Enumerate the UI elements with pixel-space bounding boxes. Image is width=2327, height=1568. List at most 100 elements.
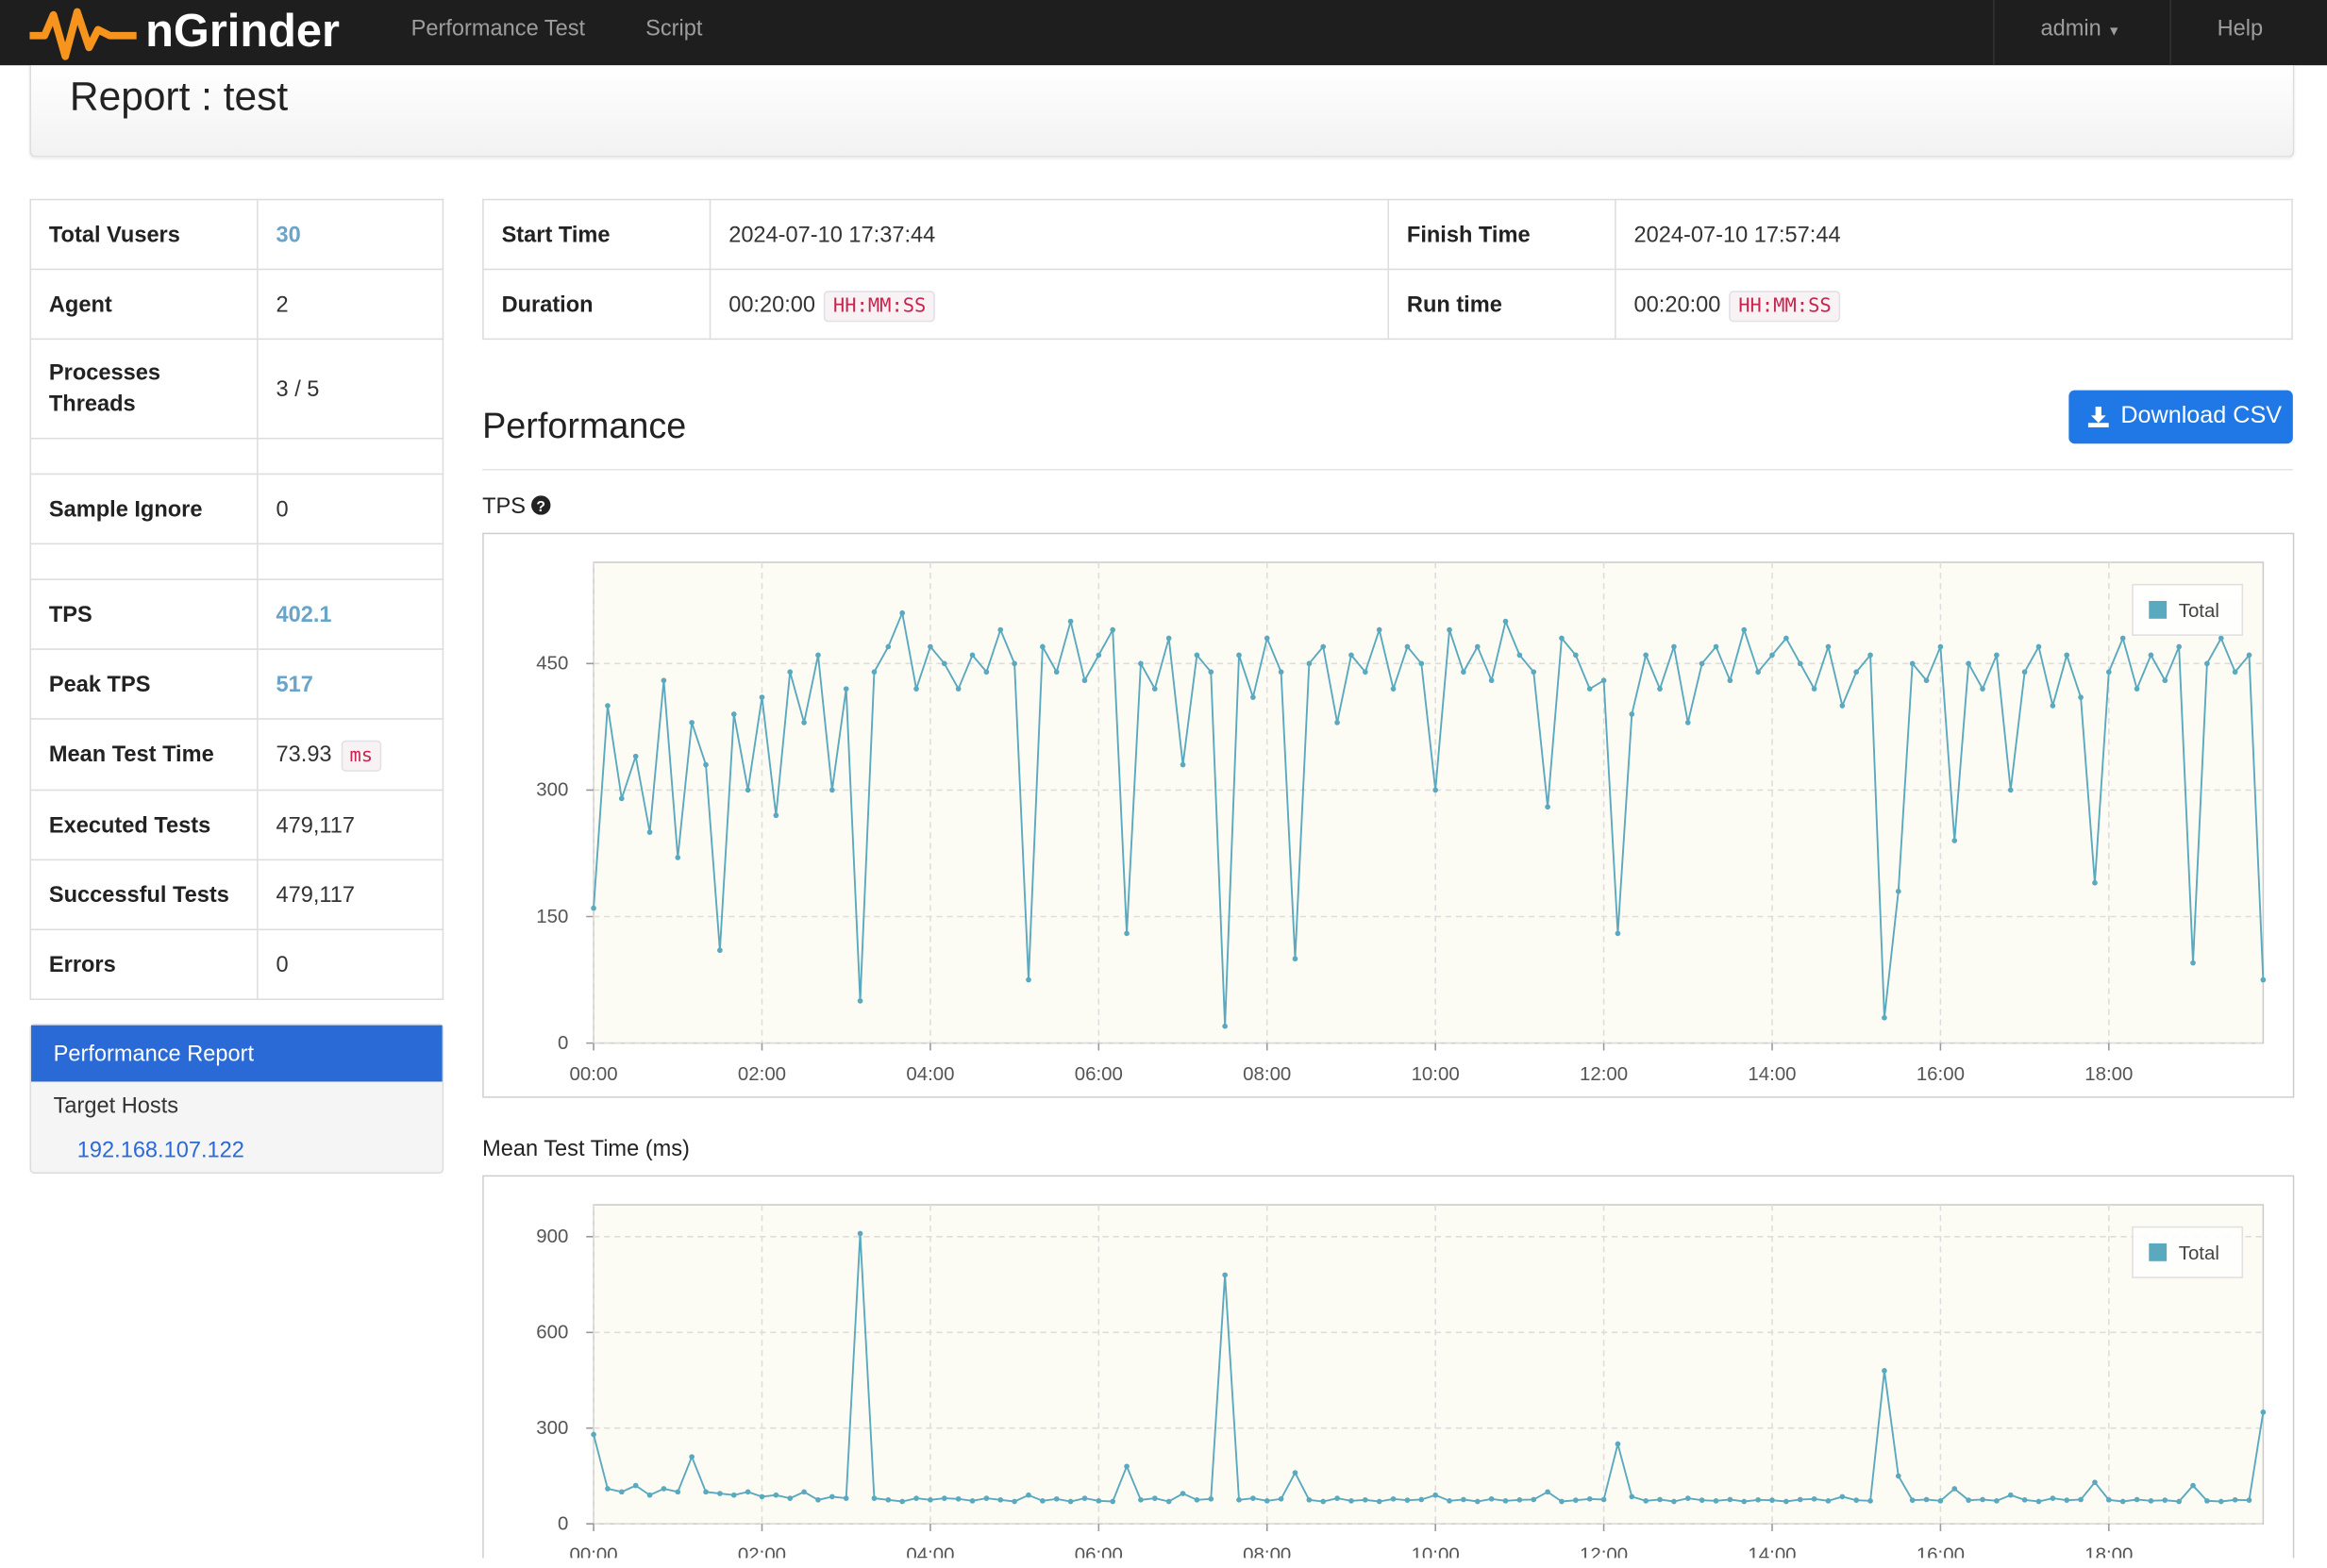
- data-point: [2218, 1498, 2224, 1505]
- data-point: [857, 998, 863, 1004]
- label: Start Time: [482, 198, 711, 271]
- data-point: [2078, 1496, 2084, 1503]
- data-point: [1376, 1498, 1382, 1505]
- data-point: [1895, 1473, 1901, 1479]
- data-point: [928, 643, 933, 650]
- side-menu: Performance Report Target Hosts 192.168.…: [29, 1024, 444, 1175]
- data-point: [2148, 1497, 2154, 1504]
- data-point: [1222, 1272, 1228, 1278]
- data-point: [1292, 1470, 1298, 1476]
- divider: [482, 468, 2293, 471]
- spacer: [257, 437, 444, 475]
- nav-link[interactable]: Script: [645, 16, 703, 42]
- data-point: [1882, 1014, 1887, 1021]
- data-point: [871, 669, 878, 676]
- spacer: [29, 437, 259, 475]
- help-link[interactable]: Help: [2217, 16, 2264, 42]
- data-point: [2134, 1496, 2140, 1503]
- data-point: [787, 1495, 794, 1501]
- data-point: [955, 1495, 962, 1502]
- data-point: [1096, 1497, 1102, 1504]
- help-icon[interactable]: ?: [531, 495, 552, 515]
- data-point: [983, 669, 990, 676]
- unit: ms: [341, 740, 382, 772]
- data-point: [591, 905, 596, 911]
- data-point: [689, 720, 695, 726]
- data-point: [1699, 1497, 1705, 1503]
- data-point: [2232, 1496, 2238, 1503]
- user-menu[interactable]: admin ▼: [2040, 16, 2120, 42]
- label: Total Vusers: [29, 198, 259, 271]
- data-point: [661, 1486, 667, 1492]
- data-point: [2260, 1409, 2267, 1415]
- data-point: [1208, 1495, 1214, 1502]
- data-point: [2148, 652, 2154, 659]
- data-point: [1067, 618, 1074, 625]
- data-point: [1124, 930, 1130, 937]
- spacer: [29, 542, 259, 580]
- data-point: [1895, 888, 1901, 894]
- data-point: [1012, 1498, 1017, 1505]
- page-title: Report : test: [69, 74, 289, 119]
- navbar: nGrinder Performance Test Script admin ▼…: [0, 0, 2327, 66]
- value: 0: [257, 928, 444, 1000]
- data-point: [1783, 1498, 1789, 1505]
- data-point: [1502, 1497, 1509, 1504]
- data-point: [1923, 1496, 1930, 1503]
- data-point: [632, 1482, 639, 1489]
- value: 00:20:00 HH:MM:SS: [1615, 268, 2293, 341]
- data-point: [1825, 643, 1832, 650]
- data-point: [1390, 686, 1397, 692]
- data-point: [2246, 1497, 2252, 1503]
- menu-active[interactable]: Performance Report: [31, 1025, 443, 1082]
- data-point: [2064, 652, 2070, 659]
- summary-table: Total Vusers 30 Agent 2 Processes Threads 3 …: [29, 198, 444, 1000]
- data-point: [1811, 1495, 1817, 1502]
- y-tick-label: 0: [558, 1032, 568, 1054]
- value: 517: [257, 648, 444, 720]
- data-point: [1264, 635, 1270, 642]
- data-point: [899, 1498, 906, 1505]
- data-point: [787, 669, 794, 676]
- data-point: [1615, 1441, 1621, 1447]
- data-point: [1867, 652, 1873, 659]
- data-point: [703, 1489, 709, 1495]
- data-point: [1222, 1023, 1228, 1029]
- nav-link[interactable]: Performance Test: [410, 16, 586, 42]
- brand[interactable]: nGrinder: [145, 4, 341, 57]
- data-point: [1053, 1495, 1060, 1502]
- data-point: [1643, 1497, 1649, 1504]
- data-point: [2078, 694, 2084, 700]
- value: 0: [257, 473, 444, 545]
- data-point: [1713, 643, 1719, 650]
- data-point: [1615, 930, 1621, 937]
- data-point: [675, 855, 681, 860]
- download-button[interactable]: Download CSV: [2068, 390, 2293, 444]
- x-tick-label: 00:00: [570, 1543, 618, 1558]
- data-point: [1755, 669, 1761, 676]
- chart-title: Mean Test Time (ms): [482, 1136, 690, 1162]
- data-point: [1713, 1497, 1719, 1504]
- data-point: [1755, 1496, 1761, 1503]
- data-point: [1600, 1496, 1607, 1503]
- label: Peak TPS: [29, 648, 259, 720]
- data-point: [1966, 660, 1971, 667]
- data-point: [2260, 976, 2267, 983]
- data-point: [1418, 660, 1425, 667]
- y-tick-label: 450: [536, 653, 568, 675]
- data-point: [2162, 1497, 2168, 1503]
- svg-text:?: ?: [537, 499, 546, 515]
- data-point: [1966, 1497, 1971, 1503]
- data-point: [1994, 1497, 2000, 1504]
- label-line: Processes: [48, 360, 160, 386]
- value: 402.1: [257, 578, 444, 650]
- data-point: [2218, 635, 2224, 642]
- data-point: [646, 829, 653, 835]
- data-point: [1334, 720, 1340, 726]
- label: Sample Ignore: [29, 473, 259, 545]
- data-point: [1488, 1495, 1495, 1502]
- host-link[interactable]: 192.168.107.122: [76, 1138, 244, 1163]
- data-point: [955, 686, 962, 692]
